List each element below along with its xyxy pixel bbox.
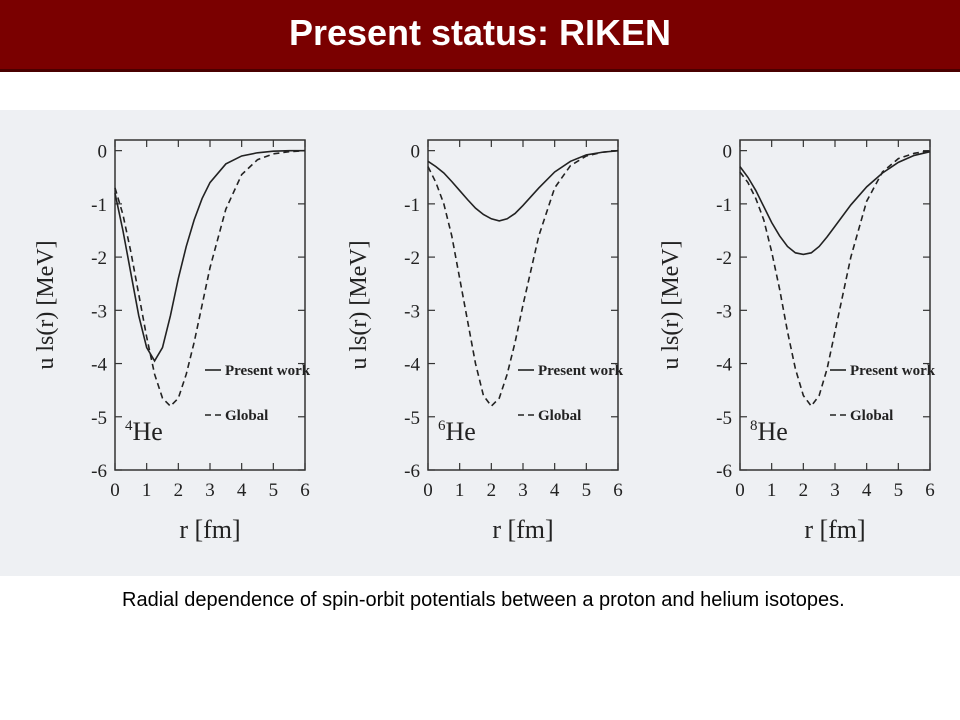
y-tick-label: -1 [91, 195, 107, 216]
y-tick-label: 0 [98, 142, 108, 163]
x-tick-label: 4 [237, 480, 247, 501]
x-axis-label: r [fm] [492, 515, 553, 544]
y-axis-label: u ls(r) [MeV] [658, 240, 684, 369]
legend-label: Present work [850, 363, 936, 379]
y-tick-label: -3 [404, 301, 420, 322]
legend-label: Present work [538, 363, 624, 379]
y-tick-label: -6 [404, 461, 420, 482]
series-line [427, 149, 619, 408]
x-tick-label: 4 [862, 480, 872, 501]
x-tick-label: 3 [205, 480, 215, 501]
y-tick-label: -2 [404, 248, 420, 269]
isotope-symbol: He [133, 417, 163, 446]
y-axis-label: u ls(r) [MeV] [346, 240, 372, 369]
isotope-label: 8He [750, 417, 788, 446]
x-tick-label: 0 [423, 480, 433, 501]
y-tick-label: -4 [404, 355, 420, 376]
isotope-mass: 6 [438, 418, 446, 434]
x-tick-label: 2 [799, 480, 809, 501]
chart-panel: 0-1-2-3-4-5-60 1 2 3 4 5 6r [fm]u ls(r) [MeV]8… [658, 139, 936, 544]
chart-panel: 0-1-2-3-4-5-60 1 2 3 4 5 6r [fm]u ls(r) [MeV]4… [33, 139, 311, 544]
isotope-label: 4He [125, 417, 163, 446]
x-tick-label: 3 [518, 480, 528, 501]
y-tick-label: -5 [91, 408, 107, 429]
y-tick-label: 0 [411, 142, 421, 163]
series-line [427, 149, 619, 222]
figure: 0-1-2-3-4-5-60 1 2 3 4 5 6r [fm]u ls(r) [MeV]4… [0, 110, 960, 576]
x-tick-label: 4 [550, 480, 560, 501]
y-tick-label: 0 [723, 142, 733, 163]
isotope-label: 6He [438, 417, 476, 446]
y-tick-label: -6 [716, 461, 732, 482]
y-axis-label: u ls(r) [MeV] [33, 240, 59, 369]
series-line [114, 149, 305, 363]
x-tick-label: 6 [300, 480, 310, 501]
y-tick-label: -1 [404, 195, 420, 216]
series-line [114, 149, 306, 408]
y-tick-label: -6 [91, 461, 107, 482]
header-bar: Present status: RIKEN [0, 0, 960, 72]
x-tick-label: 2 [487, 480, 497, 501]
x-tick-label: 0 [110, 480, 120, 501]
isotope-symbol: He [446, 417, 476, 446]
x-tick-label: 1 [767, 480, 777, 501]
legend-label: Global [538, 408, 581, 424]
x-tick-label: 1 [455, 480, 465, 501]
y-tick-label: -2 [716, 248, 732, 269]
slide-title: Present status: RIKEN [288, 12, 672, 53]
x-tick-label: 5 [894, 480, 904, 501]
caption: Radial dependence of spin-orbit potentia… [122, 589, 845, 611]
x-tick-label: 5 [269, 480, 279, 501]
y-tick-label: -3 [91, 301, 107, 322]
y-tick-label: -1 [716, 195, 732, 216]
x-axis-label: r [fm] [179, 515, 240, 544]
legend-label: Present work [225, 363, 311, 379]
figure-background [0, 110, 960, 576]
x-axis-label: r [fm] [804, 515, 865, 544]
isotope-mass: 8 [750, 418, 758, 434]
x-tick-label: 1 [142, 480, 152, 501]
x-tick-label: 3 [830, 480, 840, 501]
y-tick-label: -5 [716, 408, 732, 429]
x-tick-label: 0 [735, 480, 745, 501]
y-tick-label: -4 [91, 355, 107, 376]
isotope-symbol: He [758, 417, 788, 446]
legend-label: Global [850, 408, 893, 424]
y-tick-label: -3 [716, 301, 732, 322]
y-tick-label: -5 [404, 408, 420, 429]
chart-panel: 0-1-2-3-4-5-60 1 2 3 4 5 6r [fm]u ls(r) [MeV]6… [346, 139, 624, 544]
series-line [739, 149, 931, 408]
x-tick-label: 6 [613, 480, 623, 501]
x-tick-label: 2 [174, 480, 184, 501]
y-tick-label: -2 [91, 248, 107, 269]
x-tick-label: 6 [925, 480, 935, 501]
x-tick-label: 5 [582, 480, 592, 501]
isotope-mass: 4 [125, 418, 133, 434]
y-tick-label: -4 [716, 355, 732, 376]
legend-label: Global [225, 408, 268, 424]
